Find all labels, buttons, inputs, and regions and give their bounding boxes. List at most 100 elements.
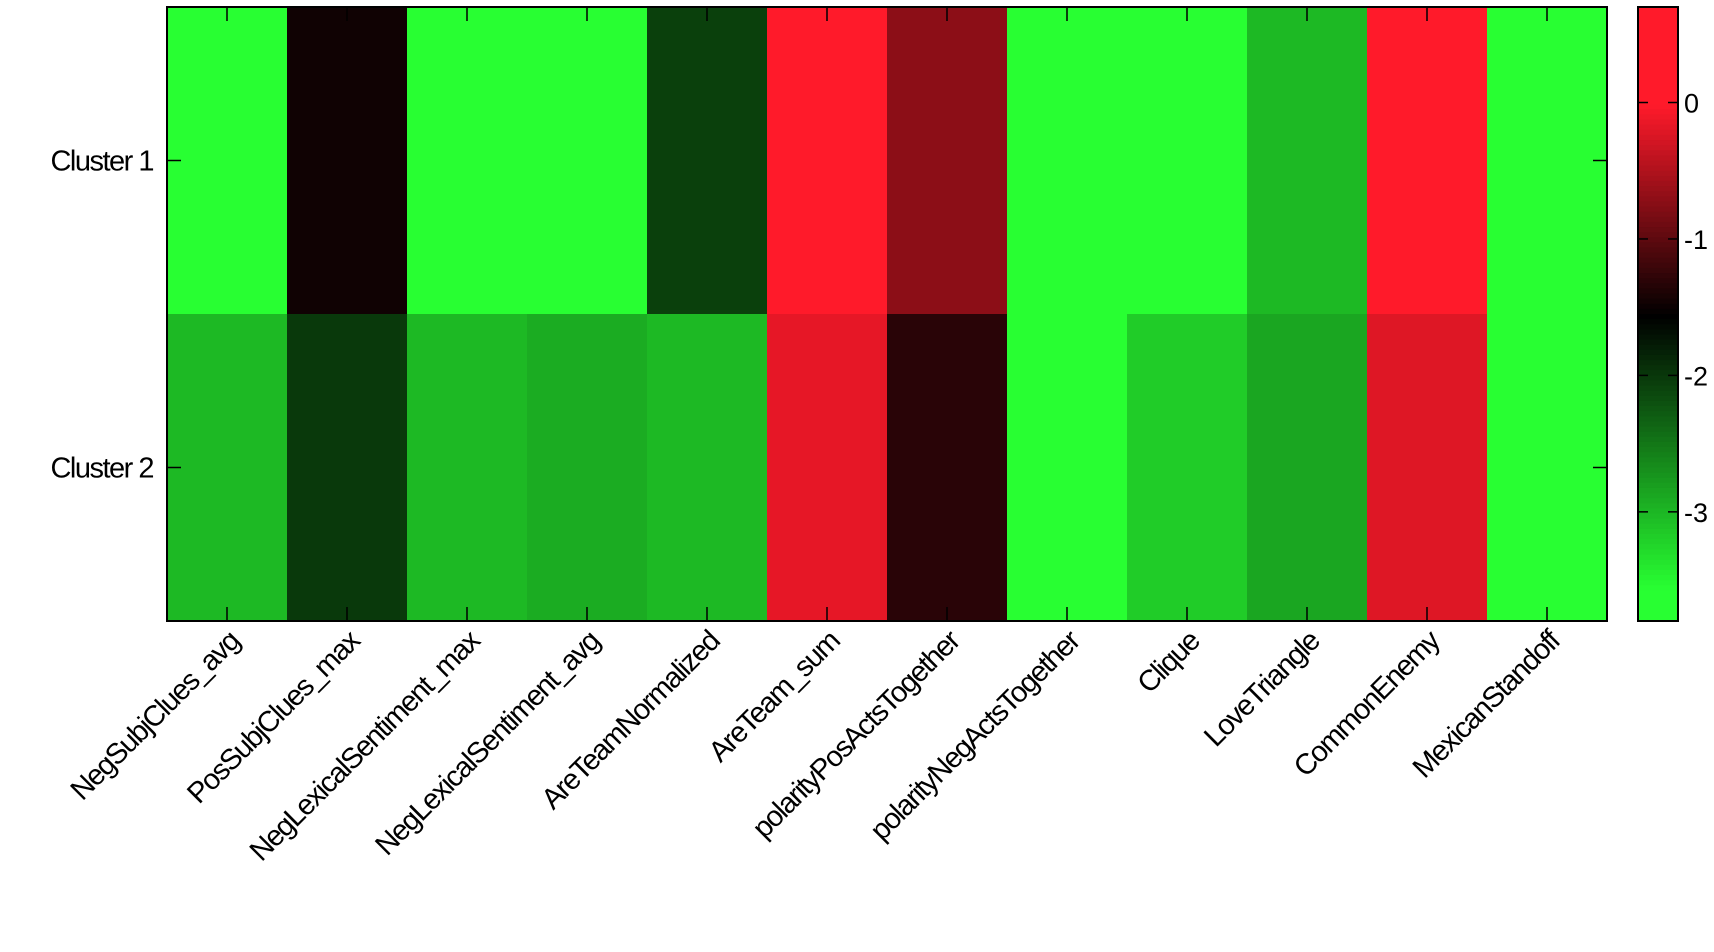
heatmap-cell xyxy=(527,7,648,315)
colorbar-segment xyxy=(1638,344,1678,351)
colorbar-segment xyxy=(1638,303,1678,310)
colorbar: 0 -1 -2 -3 xyxy=(1637,6,1708,622)
colorbar-segment xyxy=(1638,252,1678,259)
colorbar-segment xyxy=(1638,140,1678,146)
colorbar-segment xyxy=(1638,288,1678,295)
colorbar-segment xyxy=(1638,498,1678,504)
colorbar-segment xyxy=(1638,293,1678,300)
colorbar-segment xyxy=(1638,17,1678,23)
heatmap-cell xyxy=(647,7,768,315)
colorbar-segment xyxy=(1638,267,1678,274)
colorbar-segment xyxy=(1638,42,1678,49)
colorbar-tick-label: 0 xyxy=(1684,89,1699,119)
heatmap-cell xyxy=(767,7,888,315)
heatmap-cell xyxy=(287,7,408,315)
heatmap-cell xyxy=(1127,7,1248,315)
colorbar-segment xyxy=(1638,7,1678,13)
colorbar-segment xyxy=(1638,175,1678,182)
colorbar-segment xyxy=(1638,329,1678,336)
colorbar-segment xyxy=(1638,206,1678,213)
x-tick-label: NegLexicalSentiment_max xyxy=(244,624,488,868)
colorbar-segment xyxy=(1638,447,1678,453)
colorbar-segment xyxy=(1638,380,1678,387)
colorbar-segment xyxy=(1638,314,1678,320)
colorbar-segment xyxy=(1638,477,1678,484)
colorbar-segment xyxy=(1638,216,1678,223)
colorbar-segment xyxy=(1638,186,1678,192)
colorbar-segment xyxy=(1638,93,1678,100)
x-axis-labels: NegSubjClues_avgPosSubjClues_maxNegLexic… xyxy=(65,624,1568,868)
colorbar-segment xyxy=(1638,298,1678,305)
heatmap-cell xyxy=(167,314,288,622)
colorbar-segment xyxy=(1638,324,1678,330)
heatmap-cell xyxy=(1007,7,1128,315)
colorbar-segment xyxy=(1638,262,1678,269)
colorbar-segment xyxy=(1638,457,1678,463)
colorbar-segment xyxy=(1638,585,1678,591)
y-tick-label: Cluster 1 xyxy=(50,146,153,178)
colorbar-segment xyxy=(1638,99,1678,105)
heatmap-cell xyxy=(647,314,768,622)
colorbar-segment xyxy=(1638,390,1678,397)
colorbar-segment xyxy=(1638,406,1678,412)
colorbar-segment xyxy=(1638,605,1678,612)
x-tick-label: LoveTriangle xyxy=(1198,625,1326,753)
heatmap-cell xyxy=(167,7,288,315)
heatmap-cell xyxy=(1367,7,1488,315)
heatmap-cell xyxy=(407,7,528,315)
colorbar-segment xyxy=(1638,544,1678,550)
colorbar-segment xyxy=(1638,83,1678,90)
colorbar-tick-label: -1 xyxy=(1684,225,1708,255)
colorbar-segment xyxy=(1638,160,1678,167)
colorbar-segment xyxy=(1638,150,1678,156)
colorbar-segment xyxy=(1638,360,1678,366)
colorbar-segment xyxy=(1638,354,1678,361)
colorbar-segment xyxy=(1638,365,1678,371)
colorbar-segment xyxy=(1638,104,1678,110)
colorbar-segment xyxy=(1638,467,1678,474)
colorbar-tick-label: -3 xyxy=(1684,498,1708,528)
colorbar-segment xyxy=(1638,257,1678,264)
x-tick-label: Clique xyxy=(1132,625,1207,700)
colorbar-frame xyxy=(1637,6,1679,622)
heatmap-cell xyxy=(1127,314,1248,622)
colorbar-segment xyxy=(1638,590,1678,597)
heatmap-cell xyxy=(887,7,1008,315)
colorbar-segment xyxy=(1638,242,1678,249)
colorbar-segment xyxy=(1638,78,1678,85)
colorbar-segment xyxy=(1638,523,1678,530)
heatmap-cell xyxy=(1487,7,1608,315)
colorbar-segment xyxy=(1638,237,1678,243)
colorbar-segment xyxy=(1638,534,1678,540)
colorbar-segment xyxy=(1638,564,1678,571)
colorbar-segment xyxy=(1638,191,1678,197)
colorbar-segment xyxy=(1638,53,1678,59)
colorbar-segment xyxy=(1638,63,1678,69)
colorbar-segment xyxy=(1638,22,1678,29)
colorbar-segment xyxy=(1638,513,1678,520)
colorbar-segment xyxy=(1638,308,1678,315)
colorbar-segment xyxy=(1638,539,1678,545)
colorbar-segment xyxy=(1638,426,1678,433)
heatmap-cell xyxy=(407,314,528,622)
colorbar-segment xyxy=(1638,283,1678,290)
colorbar-segment xyxy=(1638,416,1678,423)
colorbar-segment xyxy=(1638,518,1678,525)
colorbar-segment xyxy=(1638,574,1678,581)
colorbar-segment xyxy=(1638,124,1678,131)
colorbar-segment xyxy=(1638,580,1678,586)
colorbar-segment xyxy=(1638,334,1678,341)
colorbar-segment xyxy=(1638,180,1678,187)
y-axis-labels: Cluster 1 Cluster 2 xyxy=(50,146,154,485)
colorbar-segment xyxy=(1638,227,1678,233)
colorbar-segment xyxy=(1638,32,1678,39)
colorbar-segment xyxy=(1638,221,1678,228)
colorbar-segment xyxy=(1638,211,1678,218)
colorbar-segment xyxy=(1638,232,1678,238)
colorbar-segment xyxy=(1638,549,1678,556)
x-tick-label: polarityPosActsTogether xyxy=(747,624,968,845)
heatmap-cell xyxy=(767,314,888,622)
plot-frame xyxy=(166,6,1608,622)
colorbar-segment xyxy=(1638,385,1678,392)
